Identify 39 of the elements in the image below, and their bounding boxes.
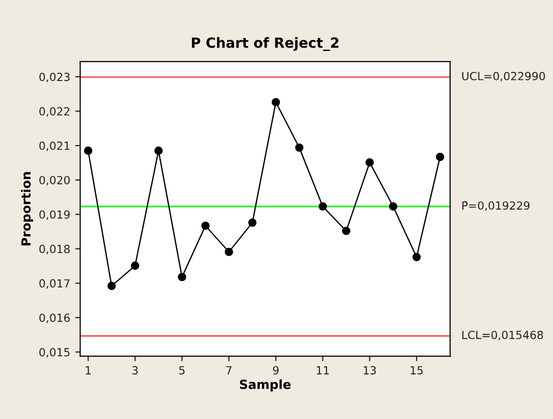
x-axis-title: Sample (240, 379, 291, 392)
point (412, 252, 421, 262)
point (248, 218, 257, 227)
y-axis-title: Proportion (21, 172, 34, 246)
y-tick-label: 0,020 (39, 176, 70, 186)
x-tick-label: 1 (86, 366, 91, 374)
point (84, 146, 92, 155)
point (318, 202, 327, 211)
x-tick-label: 9 (273, 366, 279, 374)
y-tick-label: 0,019 (39, 210, 70, 220)
point (178, 272, 186, 282)
x-tick-label: 11 (316, 366, 329, 374)
y-tick-label: 0,021 (39, 142, 70, 152)
point (154, 146, 163, 155)
y-tick-label: 0,023 (39, 72, 70, 82)
point (201, 222, 210, 230)
y-tick-label: 0,016 (39, 314, 70, 324)
ref-line-label: LCL=0,015468 (462, 330, 543, 340)
ref-line-label: UCL=0,022990 (462, 72, 545, 82)
chart-title: P Chart of Reject_2 (192, 37, 338, 51)
x-tick-label: 15 (410, 366, 423, 374)
y-tick-label: 0,015 (39, 348, 70, 358)
x-tick-label: 5 (179, 366, 185, 374)
ref-line-label: P̄=0,019229 (462, 201, 530, 211)
point (130, 261, 140, 270)
x-tick-label: 3 (132, 366, 138, 374)
point (295, 143, 304, 152)
point (342, 226, 350, 236)
point (436, 152, 444, 162)
point (224, 248, 234, 256)
x-tick-label: 13 (364, 366, 376, 374)
x-tick-label: 7 (226, 366, 232, 374)
y-tick-label: 0,017 (39, 279, 70, 289)
point (366, 158, 374, 167)
point (107, 282, 116, 290)
y-tick-label: 0,022 (39, 107, 70, 117)
y-tick-label: 0,018 (39, 244, 70, 254)
point (272, 98, 280, 106)
point (388, 202, 398, 211)
